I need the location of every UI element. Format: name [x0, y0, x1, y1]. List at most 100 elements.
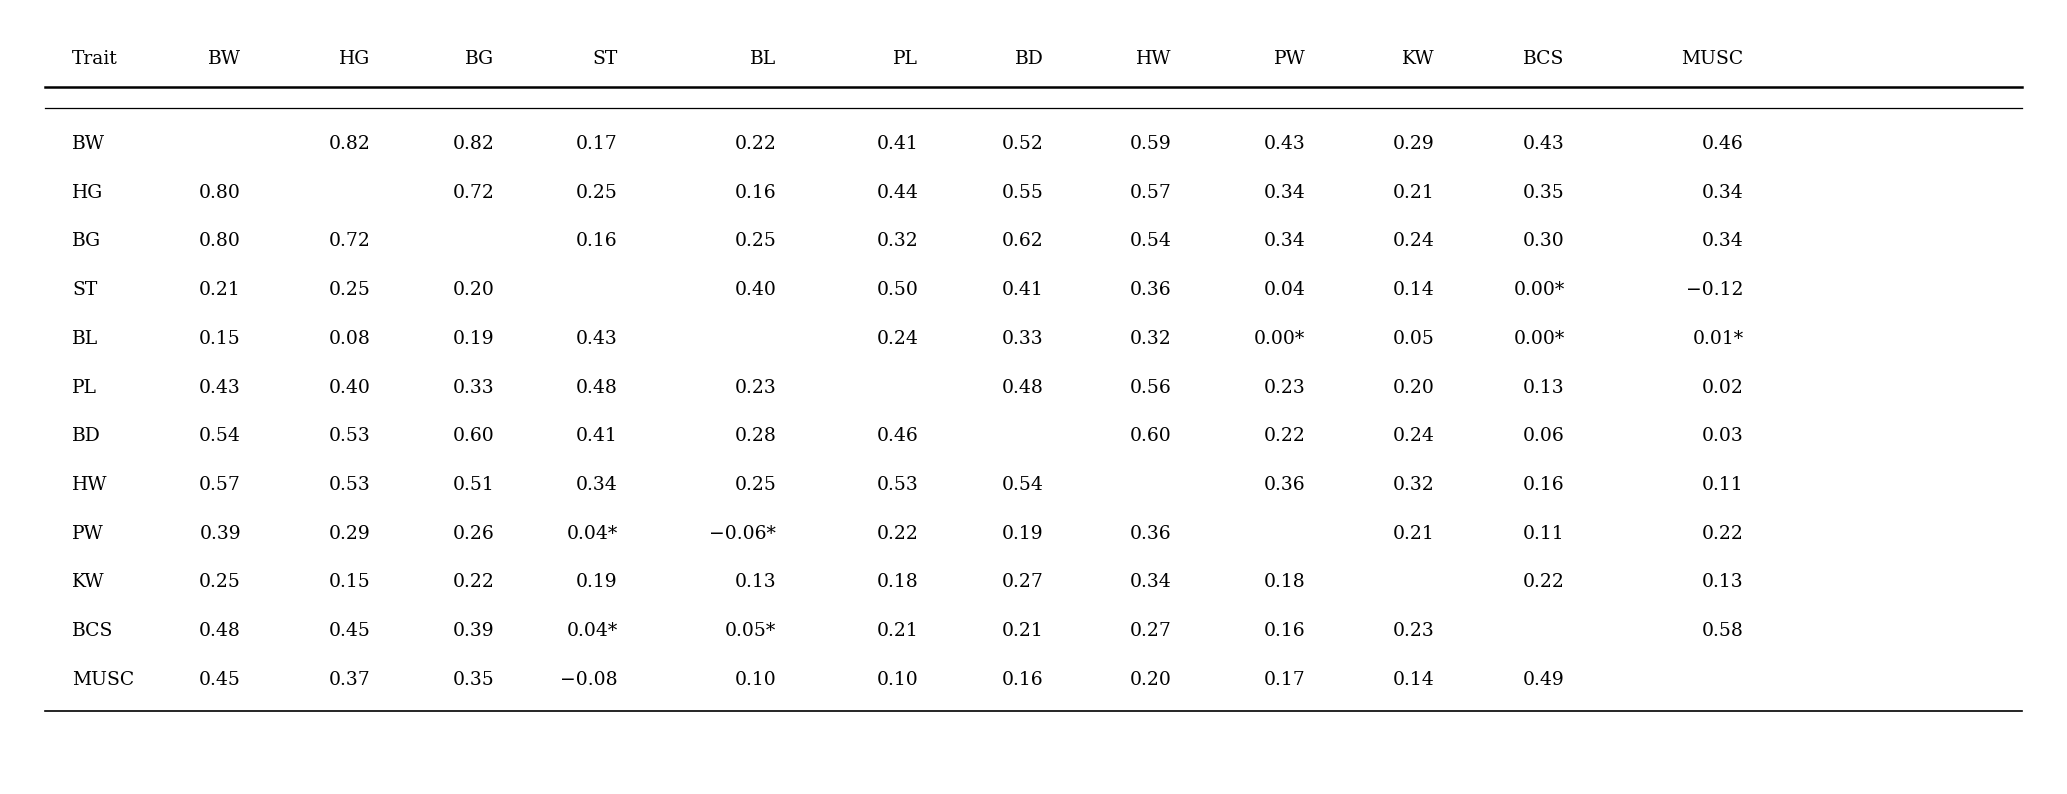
- Text: 0.43: 0.43: [198, 379, 242, 396]
- Text: 0.34: 0.34: [577, 476, 618, 494]
- Text: 0.39: 0.39: [453, 622, 494, 640]
- Text: PL: PL: [893, 50, 918, 68]
- Text: 0.14: 0.14: [1393, 671, 1434, 689]
- Text: 0.37: 0.37: [329, 671, 370, 689]
- Text: 0.25: 0.25: [329, 281, 370, 299]
- Text: 0.53: 0.53: [876, 476, 918, 494]
- Text: 0.01*: 0.01*: [1693, 330, 1745, 348]
- Text: 0.34: 0.34: [1131, 573, 1172, 592]
- Text: 0.10: 0.10: [876, 671, 918, 689]
- Text: 0.49: 0.49: [1523, 671, 1565, 689]
- Text: 0.55: 0.55: [1002, 183, 1044, 202]
- Text: 0.53: 0.53: [329, 476, 370, 494]
- Text: 0.28: 0.28: [734, 427, 777, 445]
- Text: 0.15: 0.15: [329, 573, 370, 592]
- Text: HW: HW: [1137, 50, 1172, 68]
- Text: 0.10: 0.10: [734, 671, 777, 689]
- Text: 0.52: 0.52: [1002, 135, 1044, 153]
- Text: BCS: BCS: [1523, 50, 1565, 68]
- Text: 0.29: 0.29: [1393, 135, 1434, 153]
- Text: 0.04*: 0.04*: [566, 622, 618, 640]
- Text: 0.17: 0.17: [577, 135, 618, 153]
- Text: 0.54: 0.54: [1129, 233, 1172, 250]
- Text: 0.57: 0.57: [1129, 183, 1172, 202]
- Text: 0.21: 0.21: [1393, 525, 1434, 543]
- Text: 0.32: 0.32: [1393, 476, 1434, 494]
- Text: 0.25: 0.25: [198, 573, 242, 592]
- Text: 0.03: 0.03: [1701, 427, 1745, 445]
- Text: 0.50: 0.50: [876, 281, 918, 299]
- Text: 0.41: 0.41: [1002, 281, 1044, 299]
- Text: 0.29: 0.29: [329, 525, 370, 543]
- Text: 0.20: 0.20: [1393, 379, 1434, 396]
- Text: 0.21: 0.21: [198, 281, 242, 299]
- Text: 0.13: 0.13: [734, 573, 777, 592]
- Text: 0.22: 0.22: [734, 135, 777, 153]
- Text: 0.80: 0.80: [198, 183, 242, 202]
- Text: 0.36: 0.36: [1263, 476, 1304, 494]
- Text: 0.54: 0.54: [1002, 476, 1044, 494]
- Text: 0.23: 0.23: [1263, 379, 1304, 396]
- Text: 0.27: 0.27: [1002, 573, 1044, 592]
- Text: 0.22: 0.22: [1263, 427, 1304, 445]
- Text: 0.13: 0.13: [1701, 573, 1745, 592]
- Text: −0.12: −0.12: [1687, 281, 1745, 299]
- Text: 0.82: 0.82: [453, 135, 494, 153]
- Text: 0.33: 0.33: [1002, 330, 1044, 348]
- Text: 0.22: 0.22: [453, 573, 494, 592]
- Text: 0.43: 0.43: [577, 330, 618, 348]
- Text: 0.24: 0.24: [1393, 233, 1434, 250]
- Text: 0.08: 0.08: [329, 330, 370, 348]
- Text: 0.34: 0.34: [1701, 233, 1745, 250]
- Text: 0.80: 0.80: [198, 233, 242, 250]
- Text: MUSC: MUSC: [1680, 50, 1745, 68]
- Text: BL: BL: [72, 330, 99, 348]
- Text: 0.21: 0.21: [1002, 622, 1044, 640]
- Text: 0.36: 0.36: [1131, 281, 1172, 299]
- Text: MUSC: MUSC: [72, 671, 134, 689]
- Text: ST: ST: [593, 50, 618, 68]
- Text: 0.24: 0.24: [1393, 427, 1434, 445]
- Text: 0.62: 0.62: [1002, 233, 1044, 250]
- Text: 0.41: 0.41: [577, 427, 618, 445]
- Text: 0.16: 0.16: [734, 183, 777, 202]
- Text: 0.56: 0.56: [1131, 379, 1172, 396]
- Text: 0.13: 0.13: [1523, 379, 1565, 396]
- Text: 0.25: 0.25: [734, 476, 777, 494]
- Text: HW: HW: [72, 476, 107, 494]
- Text: 0.26: 0.26: [453, 525, 494, 543]
- Text: BG: BG: [465, 50, 494, 68]
- Text: 0.36: 0.36: [1131, 525, 1172, 543]
- Text: 0.82: 0.82: [329, 135, 370, 153]
- Text: 0.58: 0.58: [1701, 622, 1745, 640]
- Text: 0.24: 0.24: [876, 330, 918, 348]
- Text: 0.23: 0.23: [1393, 622, 1434, 640]
- Text: 0.32: 0.32: [1131, 330, 1172, 348]
- Text: 0.00*: 0.00*: [1255, 330, 1304, 348]
- Text: 0.25: 0.25: [734, 233, 777, 250]
- Text: −0.06*: −0.06*: [709, 525, 777, 543]
- Text: 0.16: 0.16: [1523, 476, 1565, 494]
- Text: 0.00*: 0.00*: [1513, 281, 1565, 299]
- Text: 0.60: 0.60: [1131, 427, 1172, 445]
- Text: 0.39: 0.39: [198, 525, 242, 543]
- Text: KW: KW: [72, 573, 105, 592]
- Text: KW: KW: [1401, 50, 1434, 68]
- Text: 0.19: 0.19: [577, 573, 618, 592]
- Text: 0.22: 0.22: [876, 525, 918, 543]
- Text: ST: ST: [72, 281, 97, 299]
- Text: 0.23: 0.23: [734, 379, 777, 396]
- Text: 0.18: 0.18: [1263, 573, 1304, 592]
- Text: 0.59: 0.59: [1131, 135, 1172, 153]
- Text: 0.20: 0.20: [1129, 671, 1172, 689]
- Text: 0.35: 0.35: [453, 671, 494, 689]
- Text: 0.40: 0.40: [329, 379, 370, 396]
- Text: 0.17: 0.17: [1263, 671, 1304, 689]
- Text: 0.48: 0.48: [198, 622, 242, 640]
- Text: 0.57: 0.57: [198, 476, 242, 494]
- Text: 0.11: 0.11: [1701, 476, 1745, 494]
- Text: Trait: Trait: [72, 50, 118, 68]
- Text: 0.32: 0.32: [876, 233, 918, 250]
- Text: 0.45: 0.45: [198, 671, 242, 689]
- Text: 0.33: 0.33: [453, 379, 494, 396]
